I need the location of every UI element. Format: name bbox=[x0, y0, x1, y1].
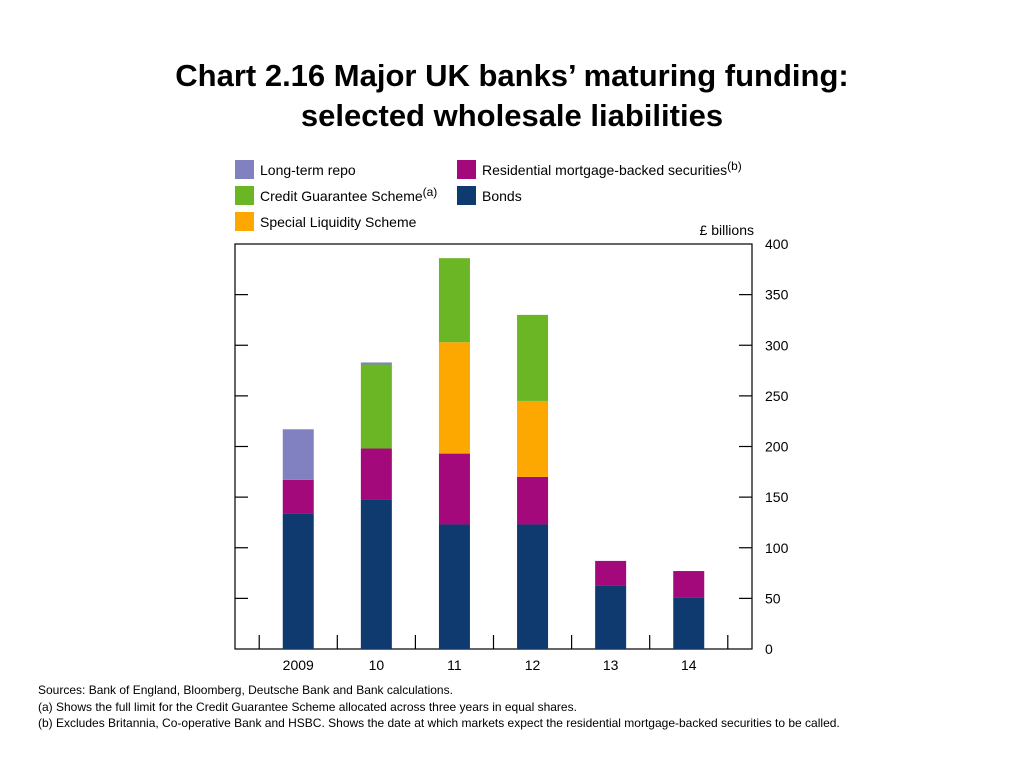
y-tick-label: 150 bbox=[765, 489, 789, 505]
bar-segment-bonds bbox=[595, 585, 627, 649]
legend-swatch bbox=[457, 160, 476, 179]
bar-segment-credit-guarantee-scheme bbox=[438, 258, 470, 343]
y-tick-label: 100 bbox=[765, 540, 789, 556]
legend-swatch bbox=[457, 186, 476, 205]
y-tick-label: 250 bbox=[765, 388, 789, 404]
y-tick-label: 350 bbox=[765, 287, 789, 303]
y-tick-label: 50 bbox=[765, 590, 781, 606]
bar-segment-residential-mortgage-backed-securities bbox=[282, 479, 314, 514]
bar-segment-special-liquidity-scheme bbox=[517, 400, 549, 477]
bar-segment-bonds bbox=[438, 524, 470, 649]
chart-title-line-2: selected wholesale liabilities bbox=[300, 98, 724, 133]
legend-label: Residential mortgage-backed securities(b… bbox=[482, 159, 742, 178]
legend-label: Special Liquidity Scheme bbox=[260, 214, 417, 230]
bar-segment-long-term-repo bbox=[360, 362, 392, 365]
bar-segment-residential-mortgage-backed-securities bbox=[673, 571, 705, 598]
y-tick-label: 300 bbox=[765, 337, 789, 353]
legend-swatch bbox=[235, 160, 254, 179]
bar-segment-long-term-repo bbox=[282, 429, 314, 480]
y-tick-label: 0 bbox=[765, 641, 773, 657]
x-tick-label: 2009 bbox=[283, 657, 314, 673]
legend-label: Credit Guarantee Scheme(a) bbox=[260, 185, 437, 204]
bar-segment-credit-guarantee-scheme bbox=[360, 364, 392, 449]
y-tick-label: 400 bbox=[765, 236, 789, 252]
bar-segment-credit-guarantee-scheme bbox=[517, 314, 549, 401]
bar-segment-bonds bbox=[673, 597, 705, 649]
bar-segment-bonds bbox=[517, 524, 549, 649]
chart-title: Chart 2.16 Major UK banks’ maturing fund… bbox=[0, 56, 1024, 136]
x-tick-label: 10 bbox=[369, 657, 385, 673]
bar-segment-bonds bbox=[360, 499, 392, 649]
x-tick-label: 11 bbox=[447, 657, 462, 673]
chart-title-line-1: Chart 2.16 Major UK banks’ maturing fund… bbox=[175, 58, 849, 93]
footnote-a: (a) Shows the full limit for the Credit … bbox=[38, 699, 577, 714]
chart-notes: Sources: Bank of England, Bloomberg, Deu… bbox=[38, 682, 988, 732]
bar-segment-residential-mortgage-backed-securities bbox=[595, 560, 627, 586]
sources-note: Sources: Bank of England, Bloomberg, Deu… bbox=[38, 683, 453, 697]
bar-segment-residential-mortgage-backed-securities bbox=[517, 476, 549, 525]
y-unit-label: £ billions bbox=[700, 222, 754, 238]
stacked-bar-chart: 0 50 100 150 200 250 300 350 400 £ billions 2009 10… bbox=[234, 159, 789, 673]
legend-swatch bbox=[235, 186, 254, 205]
legend-swatch bbox=[235, 212, 254, 231]
bar-segment-residential-mortgage-backed-securities bbox=[438, 453, 470, 525]
x-tick-label: 12 bbox=[525, 657, 541, 673]
bar-segment-special-liquidity-scheme bbox=[438, 342, 470, 454]
x-tick-label: 13 bbox=[603, 657, 619, 673]
footnote-b: (b) Excludes Britannia, Co-operative Ban… bbox=[38, 716, 840, 730]
legend-label: Long-term repo bbox=[260, 162, 356, 178]
bar-segment-residential-mortgage-backed-securities bbox=[360, 448, 392, 500]
y-tick-label: 200 bbox=[765, 439, 789, 455]
legend-label: Bonds bbox=[482, 188, 522, 204]
x-tick-label: 14 bbox=[681, 657, 697, 673]
bar-segment-bonds bbox=[282, 513, 314, 649]
